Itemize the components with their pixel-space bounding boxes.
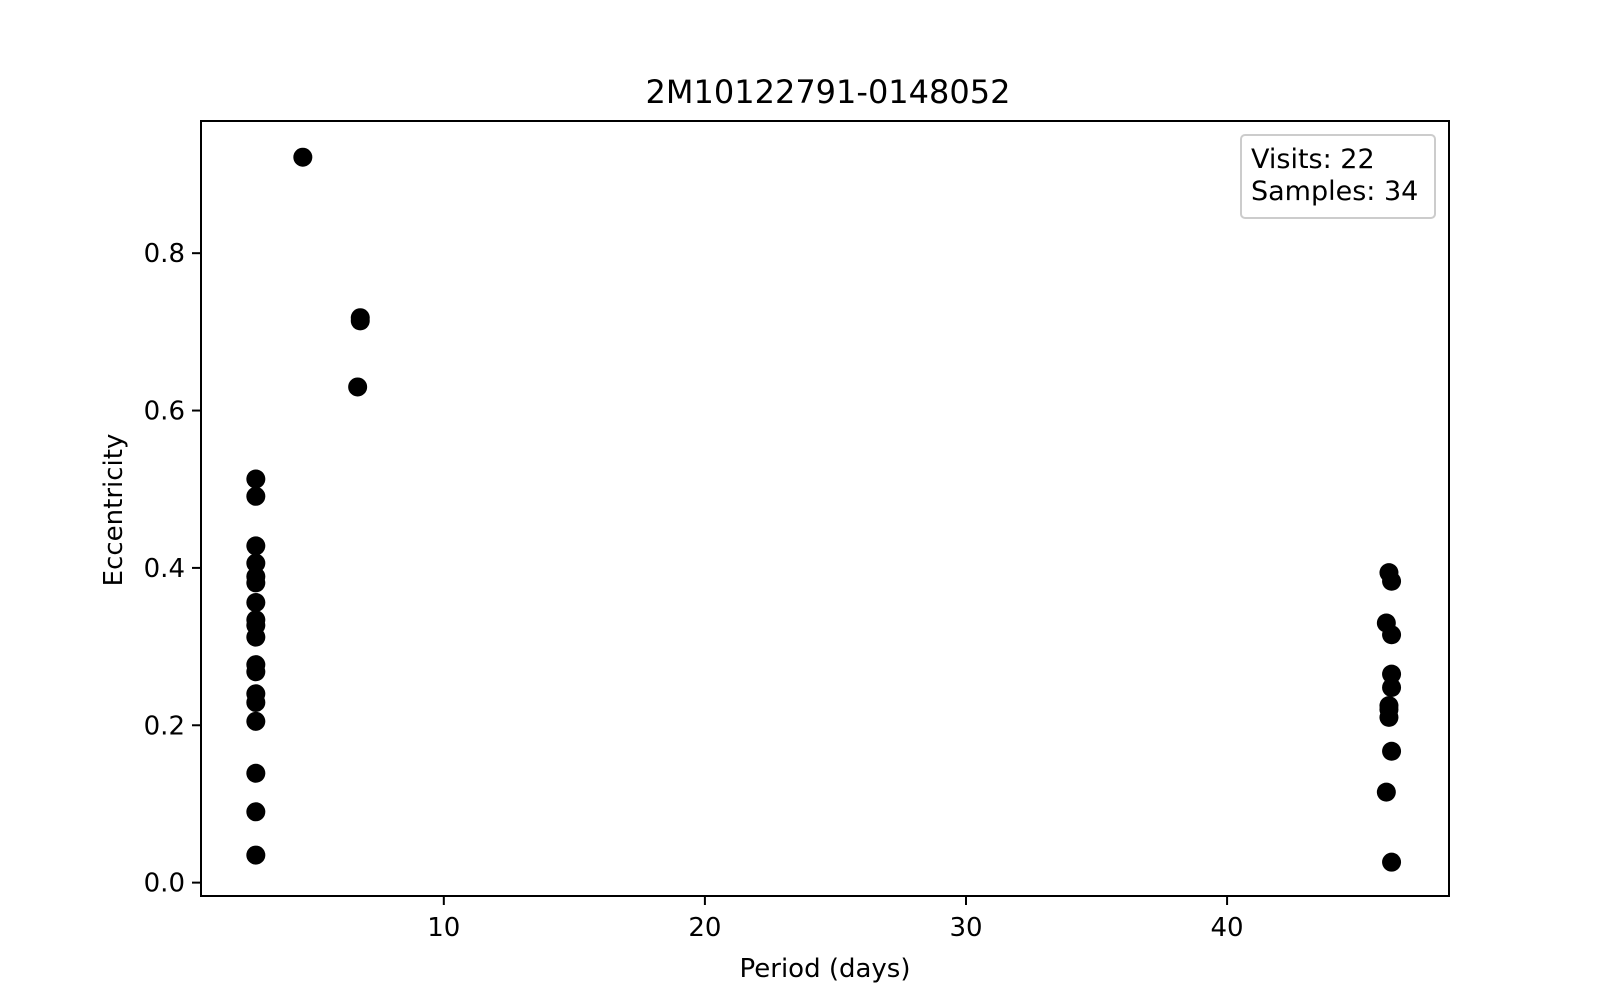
y-tick-label-4: 0.8 (144, 239, 185, 269)
data-point-11 (246, 662, 266, 682)
y-axis-ticks: 0.0 0.2 0.4 0.6 0.8 (144, 239, 201, 899)
x-tick-label-1: 20 (688, 913, 721, 943)
annotation-box-frame (1240, 134, 1436, 219)
annotation-samples: Samples: 34 (1251, 176, 1418, 207)
chart-title: 2M10122791-0148052 (646, 73, 1011, 111)
data-point-20 (350, 311, 370, 331)
data-point-33 (1379, 700, 1399, 720)
data-point-1 (246, 486, 266, 506)
annotation-box: Visits: 22 Samples: 34 (1240, 134, 1436, 219)
data-points (246, 147, 1402, 872)
data-point-27 (1382, 677, 1402, 697)
annotation-visits: Visits: 22 (1251, 144, 1375, 175)
y-tick-label-3: 0.6 (144, 397, 185, 427)
data-point-15 (246, 763, 266, 783)
y-tick-label-2: 0.4 (144, 554, 185, 584)
data-point-25 (1382, 625, 1402, 645)
data-point-3 (246, 553, 266, 573)
data-point-18 (293, 147, 313, 167)
data-point-32 (1382, 852, 1402, 872)
data-point-14 (246, 711, 266, 731)
y-axis-label: Eccentricity (99, 434, 129, 587)
x-tick-label-3: 40 (1211, 913, 1244, 943)
x-axis-label: Period (days) (740, 954, 911, 984)
data-point-9 (246, 627, 266, 647)
y-tick-label-0: 0.0 (144, 869, 185, 899)
data-point-13 (246, 692, 266, 712)
x-tick-label-2: 30 (949, 913, 982, 943)
x-axis-ticks: 10 20 30 40 (427, 896, 1244, 943)
data-point-0 (246, 469, 266, 489)
data-point-21 (348, 377, 368, 397)
data-point-17 (246, 845, 266, 865)
plot-frame (200, 120, 1450, 897)
data-point-31 (1376, 782, 1396, 802)
data-point-30 (1382, 741, 1402, 761)
data-point-6 (246, 593, 266, 613)
data-point-23 (1382, 571, 1402, 591)
data-point-26 (1382, 664, 1402, 684)
y-tick-label-1: 0.2 (144, 711, 185, 741)
data-point-5 (246, 573, 266, 593)
data-point-16 (246, 802, 266, 822)
x-tick-label-0: 10 (427, 913, 460, 943)
data-point-2 (246, 536, 266, 556)
